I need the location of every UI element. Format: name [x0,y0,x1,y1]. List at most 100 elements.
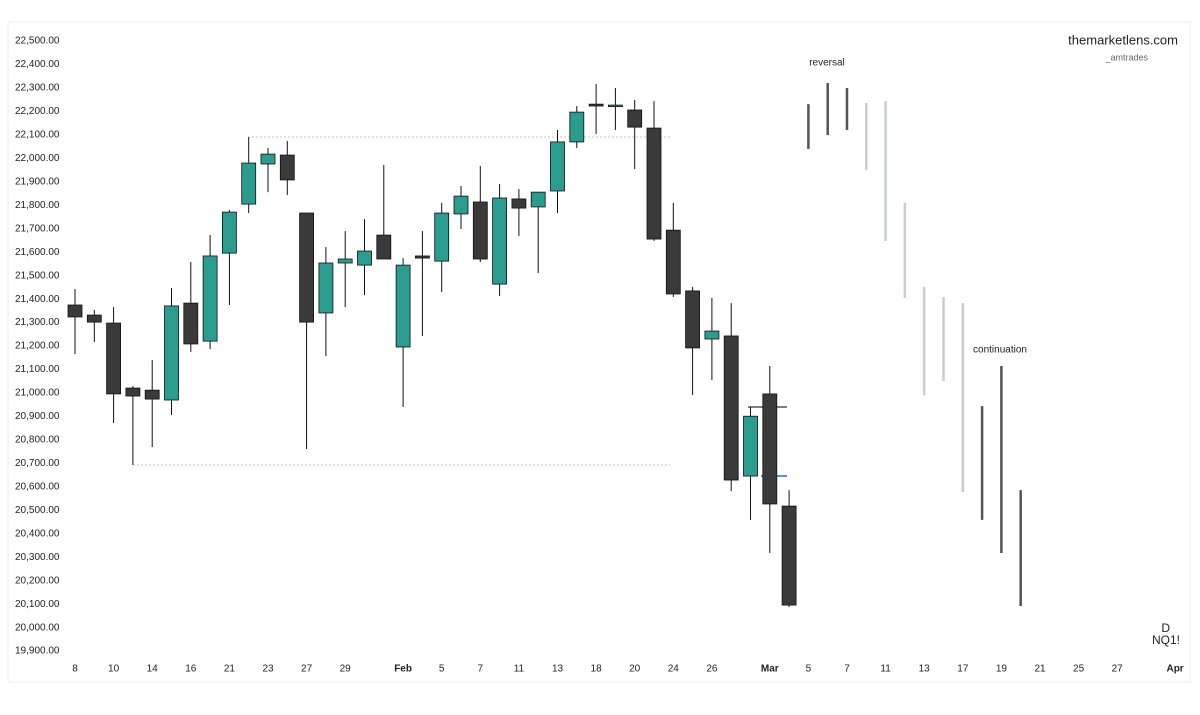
candle-body [492,197,508,285]
candle-body [86,314,102,323]
interval: D [1161,621,1170,635]
watermark-sub: _amtrades [1104,52,1148,62]
candle-body [318,262,334,314]
candle-body [762,393,778,505]
y-tick-label: 22,000.00 [15,153,60,164]
candle-body [164,305,179,401]
candle-body [646,127,662,240]
y-tick-label: 20,100.00 [15,599,60,610]
y-tick-label: 22,500.00 [15,36,60,47]
annotation: reversal [809,58,845,69]
x-tick-label: Apr [1166,664,1183,675]
x-tick-label: 20 [629,664,641,675]
x-tick-label: 17 [957,664,969,675]
candle-body [144,389,160,400]
candle-body [511,198,527,209]
y-tick-label: 20,000.00 [15,622,60,633]
y-tick-label: 20,500.00 [15,505,60,516]
y-tick-label: 21,100.00 [15,364,60,375]
y-tick-label: 21,800.00 [15,200,60,211]
y-tick-label: 19,900.00 [15,646,60,657]
x-tick-label: 24 [668,664,680,675]
x-tick-label: 13 [919,664,931,675]
x-tick-label: 21 [1034,664,1046,675]
x-tick-label: 10 [108,664,120,675]
y-tick-label: 20,800.00 [15,435,60,446]
y-tick-label: 20,400.00 [15,528,60,539]
y-tick-label: 21,700.00 [15,223,60,234]
y-tick-label: 22,200.00 [15,106,60,117]
y-tick-label: 20,600.00 [15,481,60,492]
y-tick-label: 20,200.00 [15,575,60,586]
candle-body [704,330,720,340]
x-tick-label: 25 [1073,664,1085,675]
candle-body [608,104,623,107]
candle-body [781,505,797,606]
candle-body [125,387,141,397]
y-tick-label: 21,300.00 [15,317,60,328]
x-tick-label: 14 [147,664,159,675]
y-tick-label: 20,900.00 [15,411,60,422]
candle-body [279,154,295,181]
candle-body [337,258,353,264]
x-tick-label: 8 [72,664,78,675]
x-tick-label: 18 [591,664,603,675]
x-tick-label: 29 [340,664,352,675]
x-tick-label: 7 [478,664,484,675]
candle-body [260,153,276,165]
x-tick-label: 26 [706,664,718,675]
x-tick-label: 11 [514,664,525,675]
x-tick-label: 23 [262,664,274,675]
x-tick-label: Feb [394,664,412,675]
watermark: themarketlens.com [1068,32,1178,47]
candle-body [588,103,604,107]
x-tick-label: 11 [880,664,891,675]
candle-body [202,255,218,342]
candle-body [665,229,681,295]
candle-body [685,290,700,349]
candle-body [453,195,469,215]
symbol: NQ1! [1152,633,1180,647]
y-tick-label: 21,500.00 [15,270,60,281]
candle-body [299,212,315,323]
y-tick-label: 20,300.00 [15,552,60,563]
candle-body [434,212,450,262]
candle-body [550,141,565,192]
candle-body [106,322,121,395]
y-tick-label: 21,000.00 [15,388,60,399]
candle-body [221,211,237,254]
candle-body [183,302,199,345]
candle-body [472,201,488,260]
x-tick-label: Mar [761,664,779,675]
x-tick-label: 5 [806,664,812,675]
chart-frame [7,21,1191,683]
y-tick-label: 21,900.00 [15,176,60,187]
candle-body [357,250,372,266]
y-tick-label: 21,400.00 [15,294,60,305]
candle-body [376,234,392,260]
candle-body [627,109,643,128]
y-tick-label: 22,100.00 [15,130,60,141]
candle-body [723,335,739,481]
candle-body [743,415,758,477]
candle-body [241,162,257,205]
x-tick-label: 19 [996,664,1008,675]
y-tick-label: 21,600.00 [15,247,60,258]
y-tick-label: 22,400.00 [15,59,60,70]
y-tick-label: 20,700.00 [15,458,60,469]
candle-body [569,111,585,143]
x-tick-label: 13 [552,664,564,675]
candle-body [414,255,430,259]
annotation: continuation [973,345,1027,356]
x-tick-label: 27 [1112,664,1124,675]
candle-body [395,264,411,348]
x-tick-label: 21 [224,664,236,675]
x-tick-label: 27 [301,664,313,675]
candle-body [67,304,83,318]
x-tick-label: 16 [185,664,197,675]
y-tick-label: 22,300.00 [15,83,60,94]
x-tick-label: 7 [844,664,850,675]
candle-body [530,191,546,208]
y-tick-label: 21,200.00 [15,341,60,352]
